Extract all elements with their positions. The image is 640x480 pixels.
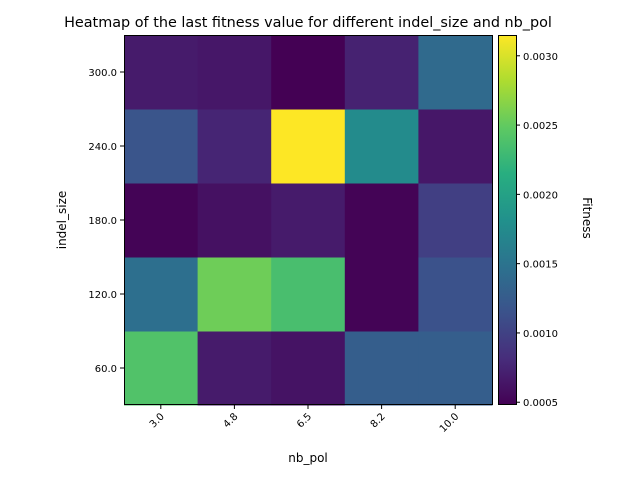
y-tick-label: 180.0 <box>88 216 117 227</box>
x-tick-label: 6.5 <box>295 411 314 430</box>
heatmap-cell <box>344 183 419 258</box>
heatmap-cell <box>271 109 346 184</box>
colorbar-ticks: 0.0005 0.0010 0.0015 0.0020 0.0025 0.0030 <box>516 52 558 409</box>
y-axis-label: indel_size <box>55 191 69 250</box>
heatmap-cell <box>271 331 346 406</box>
colorbar-tick-label: 0.0010 <box>523 329 558 340</box>
colorbar-tick-label: 0.0030 <box>523 52 558 63</box>
x-axis-label: nb_pol <box>288 451 328 465</box>
heatmap-cell <box>418 257 493 332</box>
y-tick-label: 300.0 <box>88 68 117 79</box>
heatmap-cell <box>344 109 419 184</box>
heatmap-cell <box>124 257 199 332</box>
heatmap-cell <box>197 35 272 110</box>
heatmap-cell <box>418 183 493 258</box>
x-axis-ticks: 3.0 4.8 6.5 8.2 10.0 <box>148 405 461 435</box>
heatmap-cell <box>197 331 272 406</box>
heatmap-cell <box>197 183 272 258</box>
heatmap-cell <box>124 331 199 406</box>
heatmap-cell <box>344 35 419 110</box>
heatmap-cell <box>418 331 493 406</box>
y-axis-ticks: 60.0 120.0 180.0 240.0 300.0 <box>88 68 124 375</box>
y-tick-label: 240.0 <box>88 142 117 153</box>
x-tick-label: 10.0 <box>438 411 462 435</box>
y-tick-label: 60.0 <box>95 364 117 375</box>
colorbar-tick-label: 0.0005 <box>523 398 558 409</box>
heatmap-cell <box>197 257 272 332</box>
x-tick-label: 4.8 <box>221 411 240 430</box>
heatmap-cell <box>271 183 346 258</box>
colorbar-label: Fitness <box>580 197 594 239</box>
colorbar-tick-label: 0.0025 <box>523 121 558 132</box>
heatmap-cell <box>344 257 419 332</box>
heatmap-cell <box>344 331 419 406</box>
heatmap-cell <box>271 35 346 110</box>
heatmap-cell <box>197 109 272 184</box>
heatmap-cell <box>418 35 493 110</box>
y-tick-label: 120.0 <box>88 290 117 301</box>
colorbar-tick-label: 0.0020 <box>523 190 558 201</box>
heatmap-cell <box>271 257 346 332</box>
colorbar-frame <box>498 35 517 405</box>
colorbar <box>498 35 516 405</box>
chart-title: Heatmap of the last fitness value for di… <box>64 15 552 31</box>
heatmap-cell <box>124 35 199 110</box>
heatmap-cell <box>124 109 199 184</box>
heatmap-cell <box>124 183 199 258</box>
colorbar-tick-label: 0.0015 <box>523 260 558 271</box>
x-tick-label: 3.0 <box>148 411 167 430</box>
x-tick-label: 8.2 <box>369 411 388 430</box>
heatmap-cells <box>124 35 493 406</box>
plot-frame <box>124 35 493 405</box>
heatmap-cell <box>418 109 493 184</box>
